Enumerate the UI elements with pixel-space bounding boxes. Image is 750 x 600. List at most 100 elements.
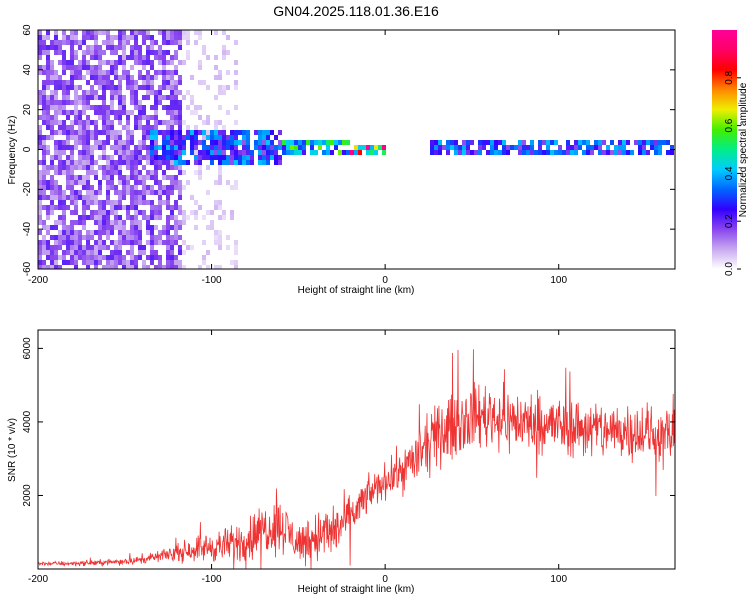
spectrogram-cell bbox=[42, 115, 46, 120]
spectrogram-cell bbox=[82, 235, 86, 240]
spectrogram-cell bbox=[46, 230, 50, 235]
spectrogram-cell bbox=[134, 260, 138, 265]
spectrogram-cell bbox=[102, 105, 106, 110]
spectrogram-cell bbox=[46, 120, 50, 125]
spectrogram-cell bbox=[78, 180, 82, 185]
spectrogram-cell bbox=[130, 100, 134, 105]
spectrogram-cell bbox=[534, 150, 538, 155]
spectrogram-cell bbox=[182, 160, 186, 165]
spectrogram-cell bbox=[318, 145, 322, 150]
spectrogram-cell bbox=[38, 65, 42, 70]
spectrogram-cell bbox=[222, 215, 226, 220]
spectrogram-cell bbox=[122, 50, 126, 55]
spectrogram-cell bbox=[90, 90, 94, 95]
spectrogram-cell bbox=[170, 155, 174, 160]
spectrogram-cell bbox=[130, 220, 134, 225]
spectrogram-cell bbox=[54, 40, 58, 45]
spectrogram-cell bbox=[170, 35, 174, 40]
spectrogram-cell bbox=[154, 180, 158, 185]
spectrogram-cell bbox=[490, 140, 494, 145]
spectrogram-cell bbox=[90, 170, 94, 175]
spectrogram-cell bbox=[146, 70, 150, 75]
spectrogram-cell bbox=[138, 50, 142, 55]
spectrogram-cell bbox=[454, 140, 458, 145]
spectrogram-cell bbox=[38, 175, 42, 180]
spectrogram-cell bbox=[346, 140, 350, 145]
spectrogram-cell bbox=[222, 160, 226, 165]
spectrogram-cell bbox=[118, 115, 122, 120]
spectrogram-cell bbox=[86, 45, 90, 50]
spectrogram-cell bbox=[638, 145, 642, 150]
spectrogram-cell bbox=[78, 135, 82, 140]
spectrogram-cell bbox=[82, 110, 86, 115]
spectrogram-cell bbox=[114, 70, 118, 75]
spectrogram-cell bbox=[226, 85, 230, 90]
spectrogram-cell bbox=[78, 65, 82, 70]
spectrogram-cell bbox=[178, 30, 182, 35]
spectrogram-cell bbox=[50, 200, 54, 205]
spectrogram-cell bbox=[126, 110, 130, 115]
spectrogram-cell bbox=[122, 140, 126, 145]
spectrogram-cell bbox=[130, 170, 134, 175]
spectrogram-cell bbox=[598, 145, 602, 150]
spectrogram-cell bbox=[214, 200, 218, 205]
spectrogram-cell bbox=[58, 235, 62, 240]
spectrogram-cell bbox=[166, 255, 170, 260]
spectrogram-cell bbox=[174, 85, 178, 90]
spectrogram-cell bbox=[146, 115, 150, 120]
spectrogram-cell bbox=[178, 115, 182, 120]
spectrogram-cell bbox=[126, 205, 130, 210]
spectrogram-cell bbox=[174, 100, 178, 105]
spectrogram-cell bbox=[94, 120, 98, 125]
spectrogram-cell bbox=[54, 115, 58, 120]
spectrogram-cell bbox=[58, 160, 62, 165]
spectrogram-cell bbox=[286, 145, 290, 150]
y-tick-label: 4000 bbox=[22, 410, 33, 433]
spectrogram-cell bbox=[222, 30, 226, 35]
spectrogram-cell bbox=[430, 145, 434, 150]
spectrogram-cell bbox=[114, 245, 118, 250]
spectrogram-cell bbox=[182, 150, 186, 155]
colorbar-tick-label: 0.2 bbox=[724, 214, 735, 228]
spectrogram-cell bbox=[170, 135, 174, 140]
spectrogram-cell bbox=[186, 160, 190, 165]
spectrogram-cell bbox=[90, 150, 94, 155]
spectrogram-cell bbox=[658, 145, 662, 150]
spectrogram-cell bbox=[94, 75, 98, 80]
spectrogram-x-label: Height of straight line (km) bbox=[298, 285, 415, 296]
spectrogram-cell bbox=[106, 30, 110, 35]
spectrogram-cell bbox=[62, 205, 66, 210]
spectrogram-cell bbox=[50, 165, 54, 170]
spectrogram-cell bbox=[142, 135, 146, 140]
spectrogram-cell bbox=[86, 120, 90, 125]
spectrogram-cell bbox=[90, 200, 94, 205]
spectrogram-cell bbox=[98, 50, 102, 55]
spectrogram-cell bbox=[150, 75, 154, 80]
spectrogram-cell bbox=[50, 175, 54, 180]
spectrogram-cell bbox=[86, 240, 90, 245]
spectrogram-cell bbox=[54, 255, 58, 260]
spectrogram-cell bbox=[58, 130, 62, 135]
spectrogram-cell bbox=[206, 145, 210, 150]
spectrogram-cell bbox=[190, 195, 194, 200]
spectrogram-cell bbox=[262, 140, 266, 145]
spectrogram-cell bbox=[66, 100, 70, 105]
spectrogram-cell bbox=[66, 170, 70, 175]
spectrogram-cell bbox=[46, 205, 50, 210]
spectrogram-cell bbox=[202, 50, 206, 55]
spectrogram-cell bbox=[126, 55, 130, 60]
spectrogram-cell bbox=[150, 205, 154, 210]
spectrogram-cell bbox=[234, 240, 238, 245]
spectrogram-cell bbox=[134, 200, 138, 205]
spectrogram-cell bbox=[106, 35, 110, 40]
spectrogram-cell bbox=[110, 35, 114, 40]
spectrogram-cell bbox=[106, 135, 110, 140]
spectrogram-cell bbox=[50, 195, 54, 200]
spectrogram-cell bbox=[50, 65, 54, 70]
spectrogram-cell bbox=[94, 35, 98, 40]
spectrogram-cell bbox=[150, 230, 154, 235]
spectrogram-cell bbox=[62, 55, 66, 60]
spectrogram-cell bbox=[174, 140, 178, 145]
spectrogram-cell bbox=[50, 90, 54, 95]
spectrogram-cell bbox=[170, 85, 174, 90]
